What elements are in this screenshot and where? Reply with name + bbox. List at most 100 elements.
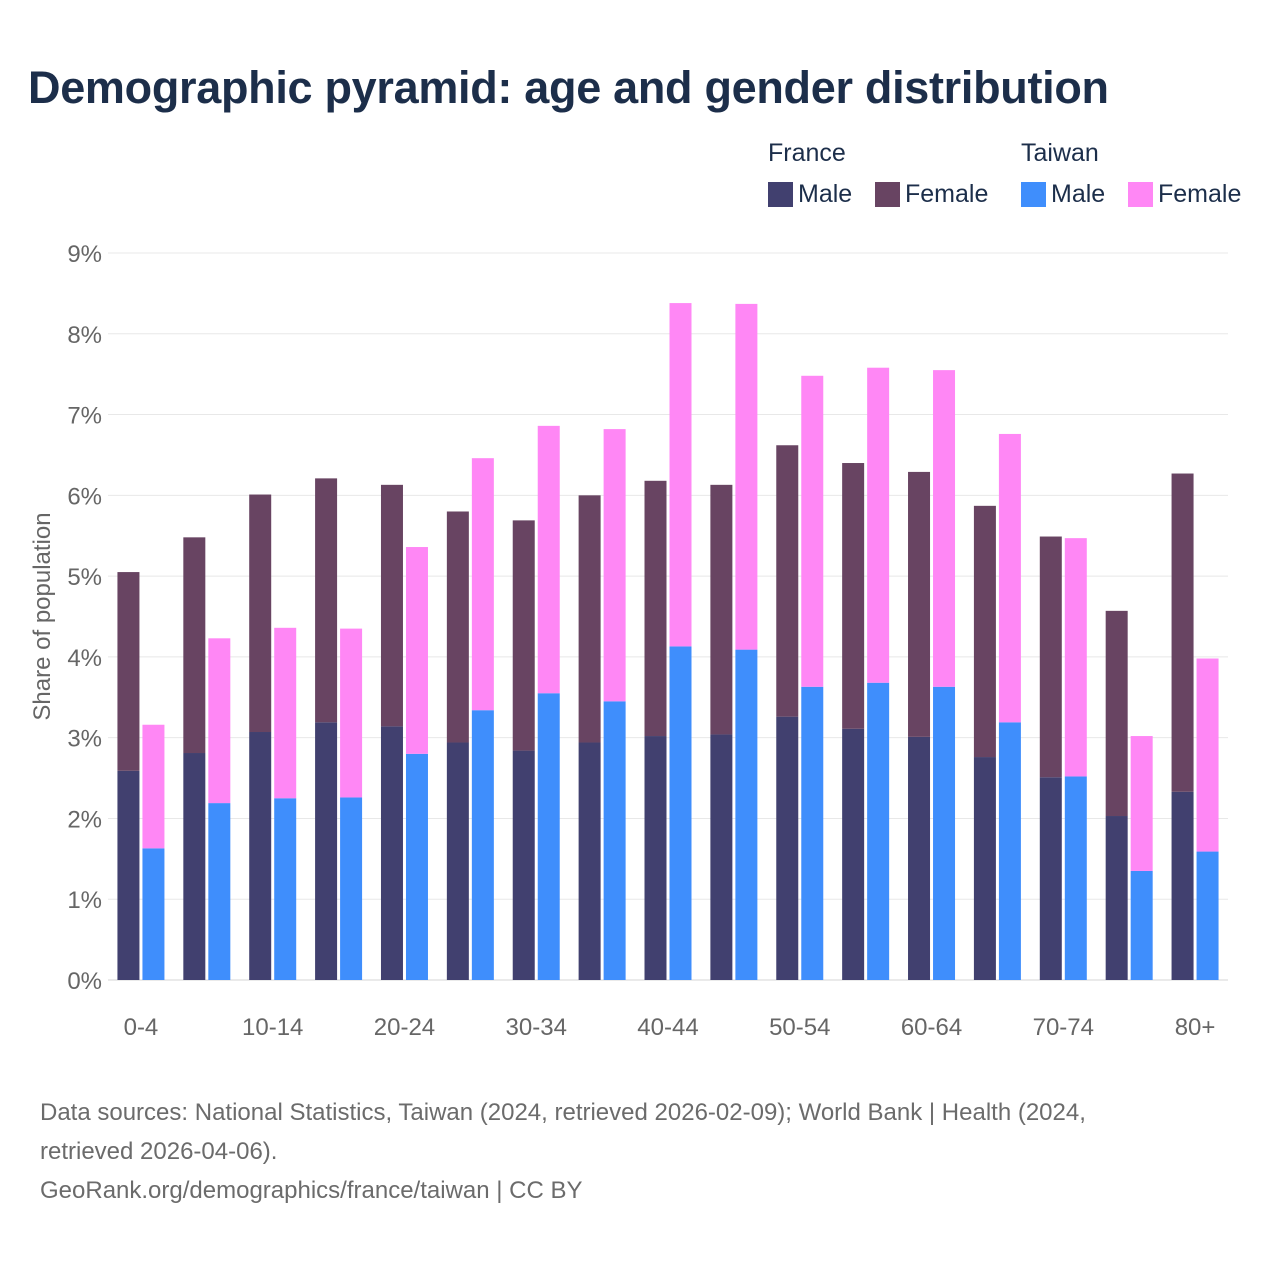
legend-swatch-taiwan-male	[1021, 182, 1046, 207]
bar-taiwan-male	[1196, 851, 1219, 980]
bar-taiwan-male	[603, 701, 626, 980]
y-tick-label: 5%	[67, 564, 102, 591]
bar-taiwan-female	[274, 627, 297, 799]
bar-taiwan-female	[933, 370, 956, 687]
x-tick-label: 0-4	[124, 1014, 159, 1041]
bar-france-female	[842, 463, 865, 729]
bar-france-female	[973, 505, 996, 758]
bar-france-female	[315, 478, 338, 723]
legend-swatch-france-male	[768, 182, 793, 207]
bar-france-male	[908, 736, 931, 980]
bar-taiwan-male	[405, 753, 428, 980]
legend-label: Male	[798, 180, 853, 208]
x-tick-label: 70-74	[1033, 1014, 1094, 1041]
bar-france-male	[973, 757, 996, 980]
legend-item-france-male[interactable]: Male	[768, 180, 852, 209]
legend-item-france-female[interactable]: Female	[875, 180, 988, 209]
bar-taiwan-male	[735, 649, 758, 980]
bar-taiwan-female	[1196, 658, 1219, 852]
y-tick-label: 6%	[67, 483, 102, 510]
bar-taiwan-female	[142, 724, 165, 849]
bar-france-male	[446, 742, 469, 980]
bar-taiwan-male	[1130, 870, 1153, 980]
bar-taiwan-male	[142, 848, 165, 980]
bar-france-female	[446, 511, 469, 743]
footer-sources-line1: Data sources: National Statistics, Taiwa…	[40, 1099, 1086, 1126]
bar-taiwan-female	[405, 547, 428, 754]
bar-france-female	[380, 484, 403, 727]
bar-taiwan-female	[867, 367, 890, 683]
y-tick-label: 0%	[67, 968, 102, 995]
bar-france-female	[776, 445, 799, 717]
bar-taiwan-male	[801, 686, 824, 980]
bar-france-male	[183, 753, 206, 980]
bar-taiwan-female	[669, 303, 692, 647]
y-tick-label: 8%	[67, 322, 102, 349]
y-tick-label: 4%	[67, 645, 102, 672]
bar-taiwan-female	[998, 433, 1021, 723]
legend-item-taiwan-male[interactable]: Male	[1021, 180, 1105, 209]
bar-france-male	[578, 742, 601, 980]
legend-label: Male	[1051, 180, 1106, 208]
bar-taiwan-male	[537, 693, 560, 980]
x-tick-label: 40-44	[637, 1014, 698, 1041]
footer-sources-line2: retrieved 2026-04-06).	[40, 1138, 278, 1165]
bar-france-female	[117, 572, 140, 771]
bar-chart: 0% 1% 2% 3% 4% 5% 6% 7% 8% 9% Share of population 0…	[29, 241, 1228, 1041]
bar-taiwan-male	[933, 686, 956, 980]
x-tick-label: 10-14	[242, 1014, 303, 1041]
bar-france-female	[644, 480, 667, 737]
bar-taiwan-male	[274, 798, 297, 980]
bar-taiwan-female	[735, 303, 758, 650]
x-tick-label: 20-24	[374, 1014, 435, 1041]
bar-france-male	[644, 736, 667, 980]
bar-france-female	[1171, 473, 1194, 792]
legend-group-france-title: France	[768, 139, 846, 167]
bar-france-male	[380, 726, 403, 980]
y-tick-label: 2%	[67, 806, 102, 833]
bar-taiwan-male	[867, 682, 890, 980]
bar-france-male	[710, 734, 733, 980]
bar-france-female	[908, 471, 931, 737]
x-tick-label: 80+	[1175, 1014, 1216, 1041]
legend-swatch-taiwan-female	[1128, 182, 1153, 207]
bar-taiwan-female	[801, 375, 824, 687]
bar-taiwan-female	[537, 425, 560, 694]
bar-taiwan-male	[340, 797, 363, 980]
bar-taiwan-female	[340, 628, 363, 798]
legend-swatch-france-female	[875, 182, 900, 207]
y-tick-label: 7%	[67, 403, 102, 430]
bar-taiwan-male	[998, 722, 1021, 980]
legend-label: Female	[1158, 180, 1242, 208]
footer: Data sources: National Statistics, Taiwa…	[40, 1093, 1230, 1210]
bar-france-female	[249, 494, 272, 733]
bar-france-male	[512, 750, 535, 980]
bar-france-female	[512, 520, 535, 751]
bar-france-female	[710, 484, 733, 735]
y-axis-title: Share of population	[29, 512, 56, 720]
chart-title: Demographic pyramid: age and gender dist…	[28, 62, 1109, 113]
bar-france-male	[842, 728, 865, 980]
bar-france-female	[1039, 536, 1062, 778]
y-tick-label: 9%	[67, 241, 102, 268]
legend-label: Female	[905, 180, 989, 208]
bar-taiwan-female	[1064, 538, 1087, 777]
bar-france-female	[1105, 610, 1128, 817]
bar-taiwan-male	[208, 803, 231, 980]
x-tick-label: 30-34	[506, 1014, 567, 1041]
bar-taiwan-female	[603, 429, 626, 702]
legend-group-taiwan-title: Taiwan	[1021, 139, 1099, 167]
bar-france-male	[249, 732, 272, 980]
bar-france-female	[578, 495, 601, 743]
bar-taiwan-female	[1130, 736, 1153, 871]
bar-france-male	[776, 716, 799, 980]
bar-taiwan-female	[471, 458, 494, 711]
bar-france-male	[1105, 816, 1128, 980]
bar-france-male	[1171, 791, 1194, 980]
bar-france-male	[1039, 777, 1062, 980]
bar-taiwan-male	[471, 710, 494, 980]
legend-item-taiwan-female[interactable]: Female	[1128, 180, 1241, 209]
bar-taiwan-female	[208, 638, 231, 804]
footer-attribution[interactable]: GeoRank.org/demographics/france/taiwan |…	[40, 1177, 583, 1204]
x-tick-label: 60-64	[901, 1014, 962, 1041]
